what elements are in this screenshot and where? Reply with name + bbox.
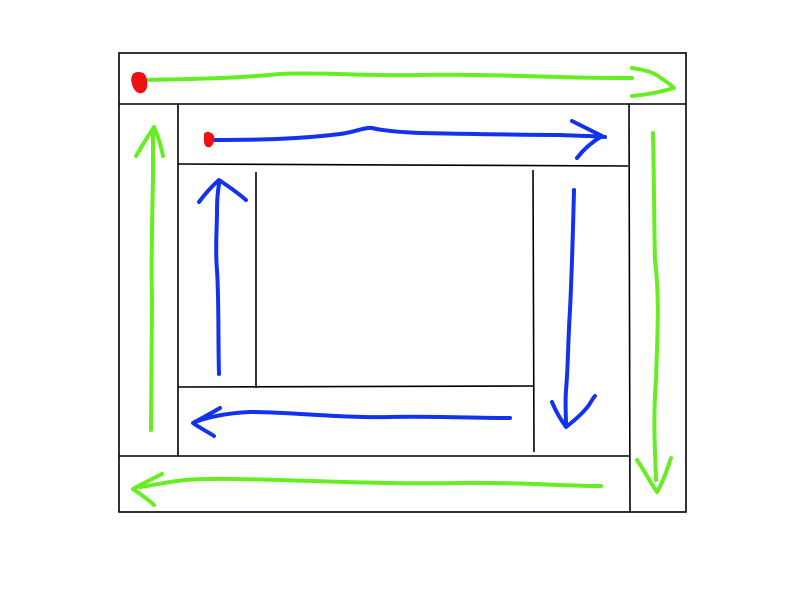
outer-arrow-down xyxy=(651,131,660,482)
outer-start-marker xyxy=(131,71,148,94)
outer-arrowhead-right xyxy=(630,66,676,98)
inner-path xyxy=(191,119,607,438)
inner-arrow-up xyxy=(214,182,221,376)
inner-arrowhead-right xyxy=(570,119,604,160)
outer-arrowhead-down xyxy=(635,456,673,494)
start-markers xyxy=(131,71,215,148)
inner-arrow-right xyxy=(210,125,607,142)
outer-arrowhead-up xyxy=(134,125,165,158)
outer-border xyxy=(118,52,687,513)
inner-arrowhead-left xyxy=(191,406,222,438)
inner-arrowhead-down xyxy=(550,394,597,429)
inner-bottom-divider xyxy=(177,385,534,388)
grid-lines xyxy=(118,52,687,513)
inner-right-divider xyxy=(532,169,535,453)
inner-top-divider xyxy=(177,163,629,167)
outer-arrow-up xyxy=(149,128,155,432)
inner-arrowhead-up xyxy=(197,178,248,204)
inner-arrow-left xyxy=(193,410,512,424)
inner-arrow-down xyxy=(563,188,576,427)
right-strip-divider xyxy=(628,103,631,513)
outer-arrow-left xyxy=(138,476,603,489)
outer-path xyxy=(131,66,676,507)
outer-arrow-right xyxy=(138,71,634,82)
outer-arrowhead-left xyxy=(131,472,164,507)
inner-start-marker xyxy=(204,131,215,148)
